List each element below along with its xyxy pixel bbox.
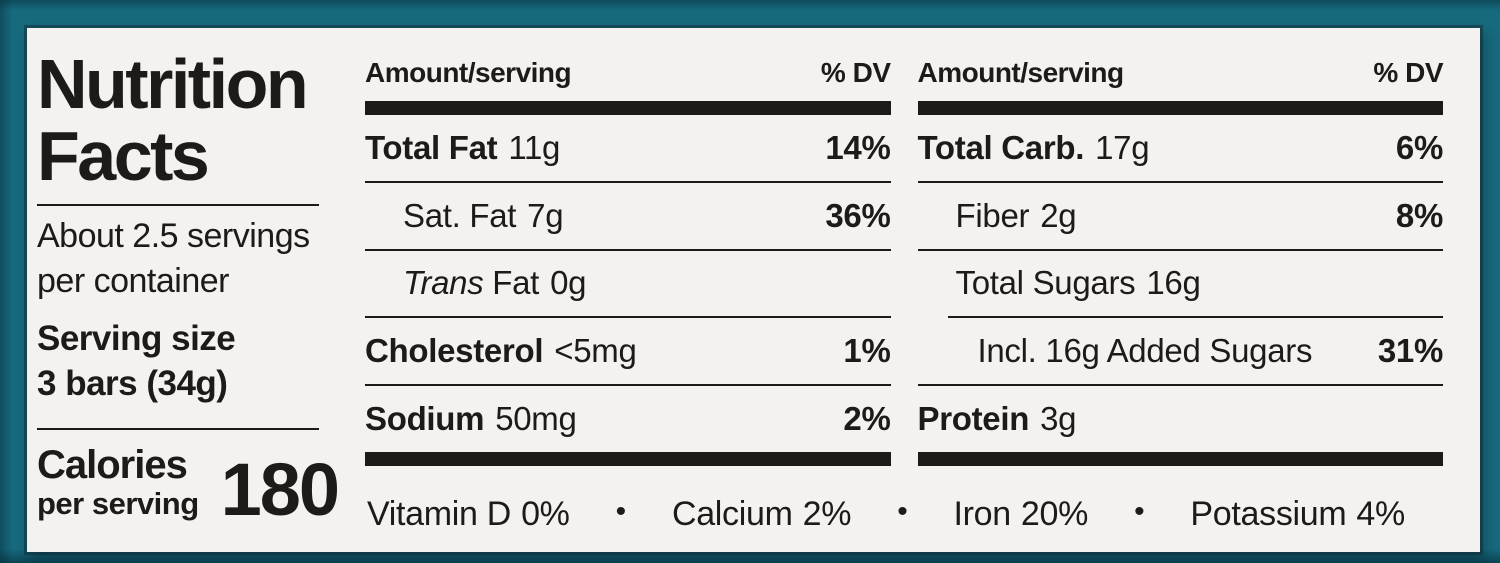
bullet-separator: •	[615, 495, 627, 528]
row-name: Fiber	[955, 196, 1030, 234]
micronutrient-vitamin-d: Vitamin D 0%	[367, 494, 570, 533]
nutrient-row-cholesterol: Cholesterol <5mg 1%	[365, 318, 891, 384]
thick-bar	[917, 101, 1443, 115]
row-dv: 6%	[1395, 128, 1443, 166]
row-divider	[917, 384, 1443, 387]
micronutrient-potassium: Potassium 4%	[1190, 494, 1405, 533]
percent-dv-heading: % DV	[1373, 57, 1443, 88]
row-divider	[365, 384, 891, 387]
nutrient-area: Amount/serving % DV Total Fat 11g 14% Sat…	[365, 28, 1480, 552]
row-value: 11g	[508, 128, 561, 166]
nutrient-row-trans-fat: Trans Fat 0g	[365, 251, 891, 317]
row-divider	[365, 248, 891, 251]
nutrient-row-added-sugars: Incl. 16g Added Sugars 31%	[918, 318, 1444, 384]
calories-labels: Calories per serving	[37, 443, 199, 522]
amount-per-serving-heading: Amount/serving	[917, 57, 1125, 88]
row-dv: 31%	[1377, 332, 1443, 370]
row-divider	[365, 316, 891, 319]
thick-bar	[365, 451, 891, 466]
serving-size-label: Serving size	[37, 319, 236, 358]
row-dv: 36%	[825, 196, 891, 234]
row-name: Cholesterol	[365, 332, 544, 370]
row-divider	[917, 248, 1443, 251]
row-name: Total Carb.	[917, 128, 1085, 166]
nutrient-row-total-carb: Total Carb. 17g 6%	[918, 115, 1444, 181]
row-dv: 14%	[825, 128, 891, 166]
row-name: Sodium	[365, 400, 485, 438]
thick-bar	[365, 101, 891, 115]
column-header: Amount/serving % DV	[365, 58, 891, 88]
row-value: 16g	[1146, 264, 1201, 302]
calories-sublabel: per serving	[37, 486, 199, 521]
row-value: 7g	[527, 196, 564, 234]
micronutrients-row: Vitamin D 0% • Calcium 2% • Iron 20% • Pota…	[365, 466, 1443, 552]
nutrition-facts-title: Nutrition Facts	[37, 48, 347, 192]
title-line-2: Facts	[37, 117, 210, 195]
nutrient-row-total-fat: Total Fat 11g 14%	[365, 115, 891, 181]
left-panel-divider-bottom	[37, 428, 319, 430]
nutrient-column-carbs: Amount/serving % DV Total Carb. 17g 6% Fi…	[917, 58, 1444, 466]
title-line-1: Nutrition	[37, 45, 309, 123]
nutrient-column-fats: Amount/serving % DV Total Fat 11g 14% Sat…	[365, 58, 891, 466]
row-name: Total Sugars	[955, 264, 1136, 302]
label-left-panel: Nutrition Facts About 2.5 servings per c…	[27, 28, 365, 552]
bullet-separator: •	[897, 495, 908, 528]
serving-size-value: 3 bars (34g)	[37, 364, 228, 403]
micronutrient-iron: Iron 20%	[953, 494, 1089, 533]
row-value: 2g	[1040, 196, 1077, 234]
nutrient-columns: Amount/serving % DV Total Fat 11g 14% Sat…	[365, 58, 1443, 466]
thick-bar	[917, 451, 1443, 466]
serving-size: Serving size 3 bars (34g)	[37, 316, 347, 406]
row-name: Trans Fat	[403, 264, 540, 302]
row-divider	[917, 180, 1443, 183]
row-dv: 8%	[1395, 196, 1443, 234]
row-value: 17g	[1095, 128, 1150, 166]
servings-per-container: About 2.5 servings per container	[37, 214, 347, 304]
row-value: 0g	[550, 264, 587, 302]
servings-line-1: About 2.5 servings	[37, 217, 310, 255]
nutrition-facts-label: Nutrition Facts About 2.5 servings per c…	[27, 28, 1480, 552]
row-dv: 1%	[843, 332, 891, 370]
nutrient-row-sodium: Sodium 50mg 2%	[365, 386, 891, 452]
row-value: 3g	[1040, 400, 1077, 438]
row-name: Protein	[917, 400, 1030, 438]
row-divider	[365, 180, 891, 183]
nutrient-row-total-sugars: Total Sugars 16g	[918, 251, 1444, 317]
calories-value: 180	[220, 448, 340, 531]
calories-block: Calories per serving 180	[37, 443, 347, 531]
percent-dv-heading: % DV	[820, 57, 891, 88]
micronutrient-calcium: Calcium 2%	[671, 494, 852, 533]
bullet-separator: •	[1134, 495, 1145, 528]
row-value: 50mg	[495, 400, 577, 438]
row-divider-indented	[947, 316, 1443, 319]
nutrient-row-sat-fat: Sat. Fat 7g 36%	[365, 183, 891, 249]
row-name: Incl. 16g Added Sugars	[977, 332, 1313, 370]
row-dv: 2%	[843, 400, 891, 438]
nutrient-row-protein: Protein 3g	[918, 386, 1444, 452]
left-panel-divider-top	[37, 204, 319, 206]
servings-line-2: per container	[37, 262, 229, 300]
nutrient-row-fiber: Fiber 2g 8%	[918, 183, 1444, 249]
column-header: Amount/serving % DV	[918, 58, 1444, 88]
row-value: <5mg	[554, 332, 637, 370]
amount-per-serving-heading: Amount/serving	[365, 57, 572, 88]
row-name: Sat. Fat	[403, 196, 517, 234]
row-name: Total Fat	[365, 128, 498, 166]
calories-label: Calories	[37, 443, 188, 487]
